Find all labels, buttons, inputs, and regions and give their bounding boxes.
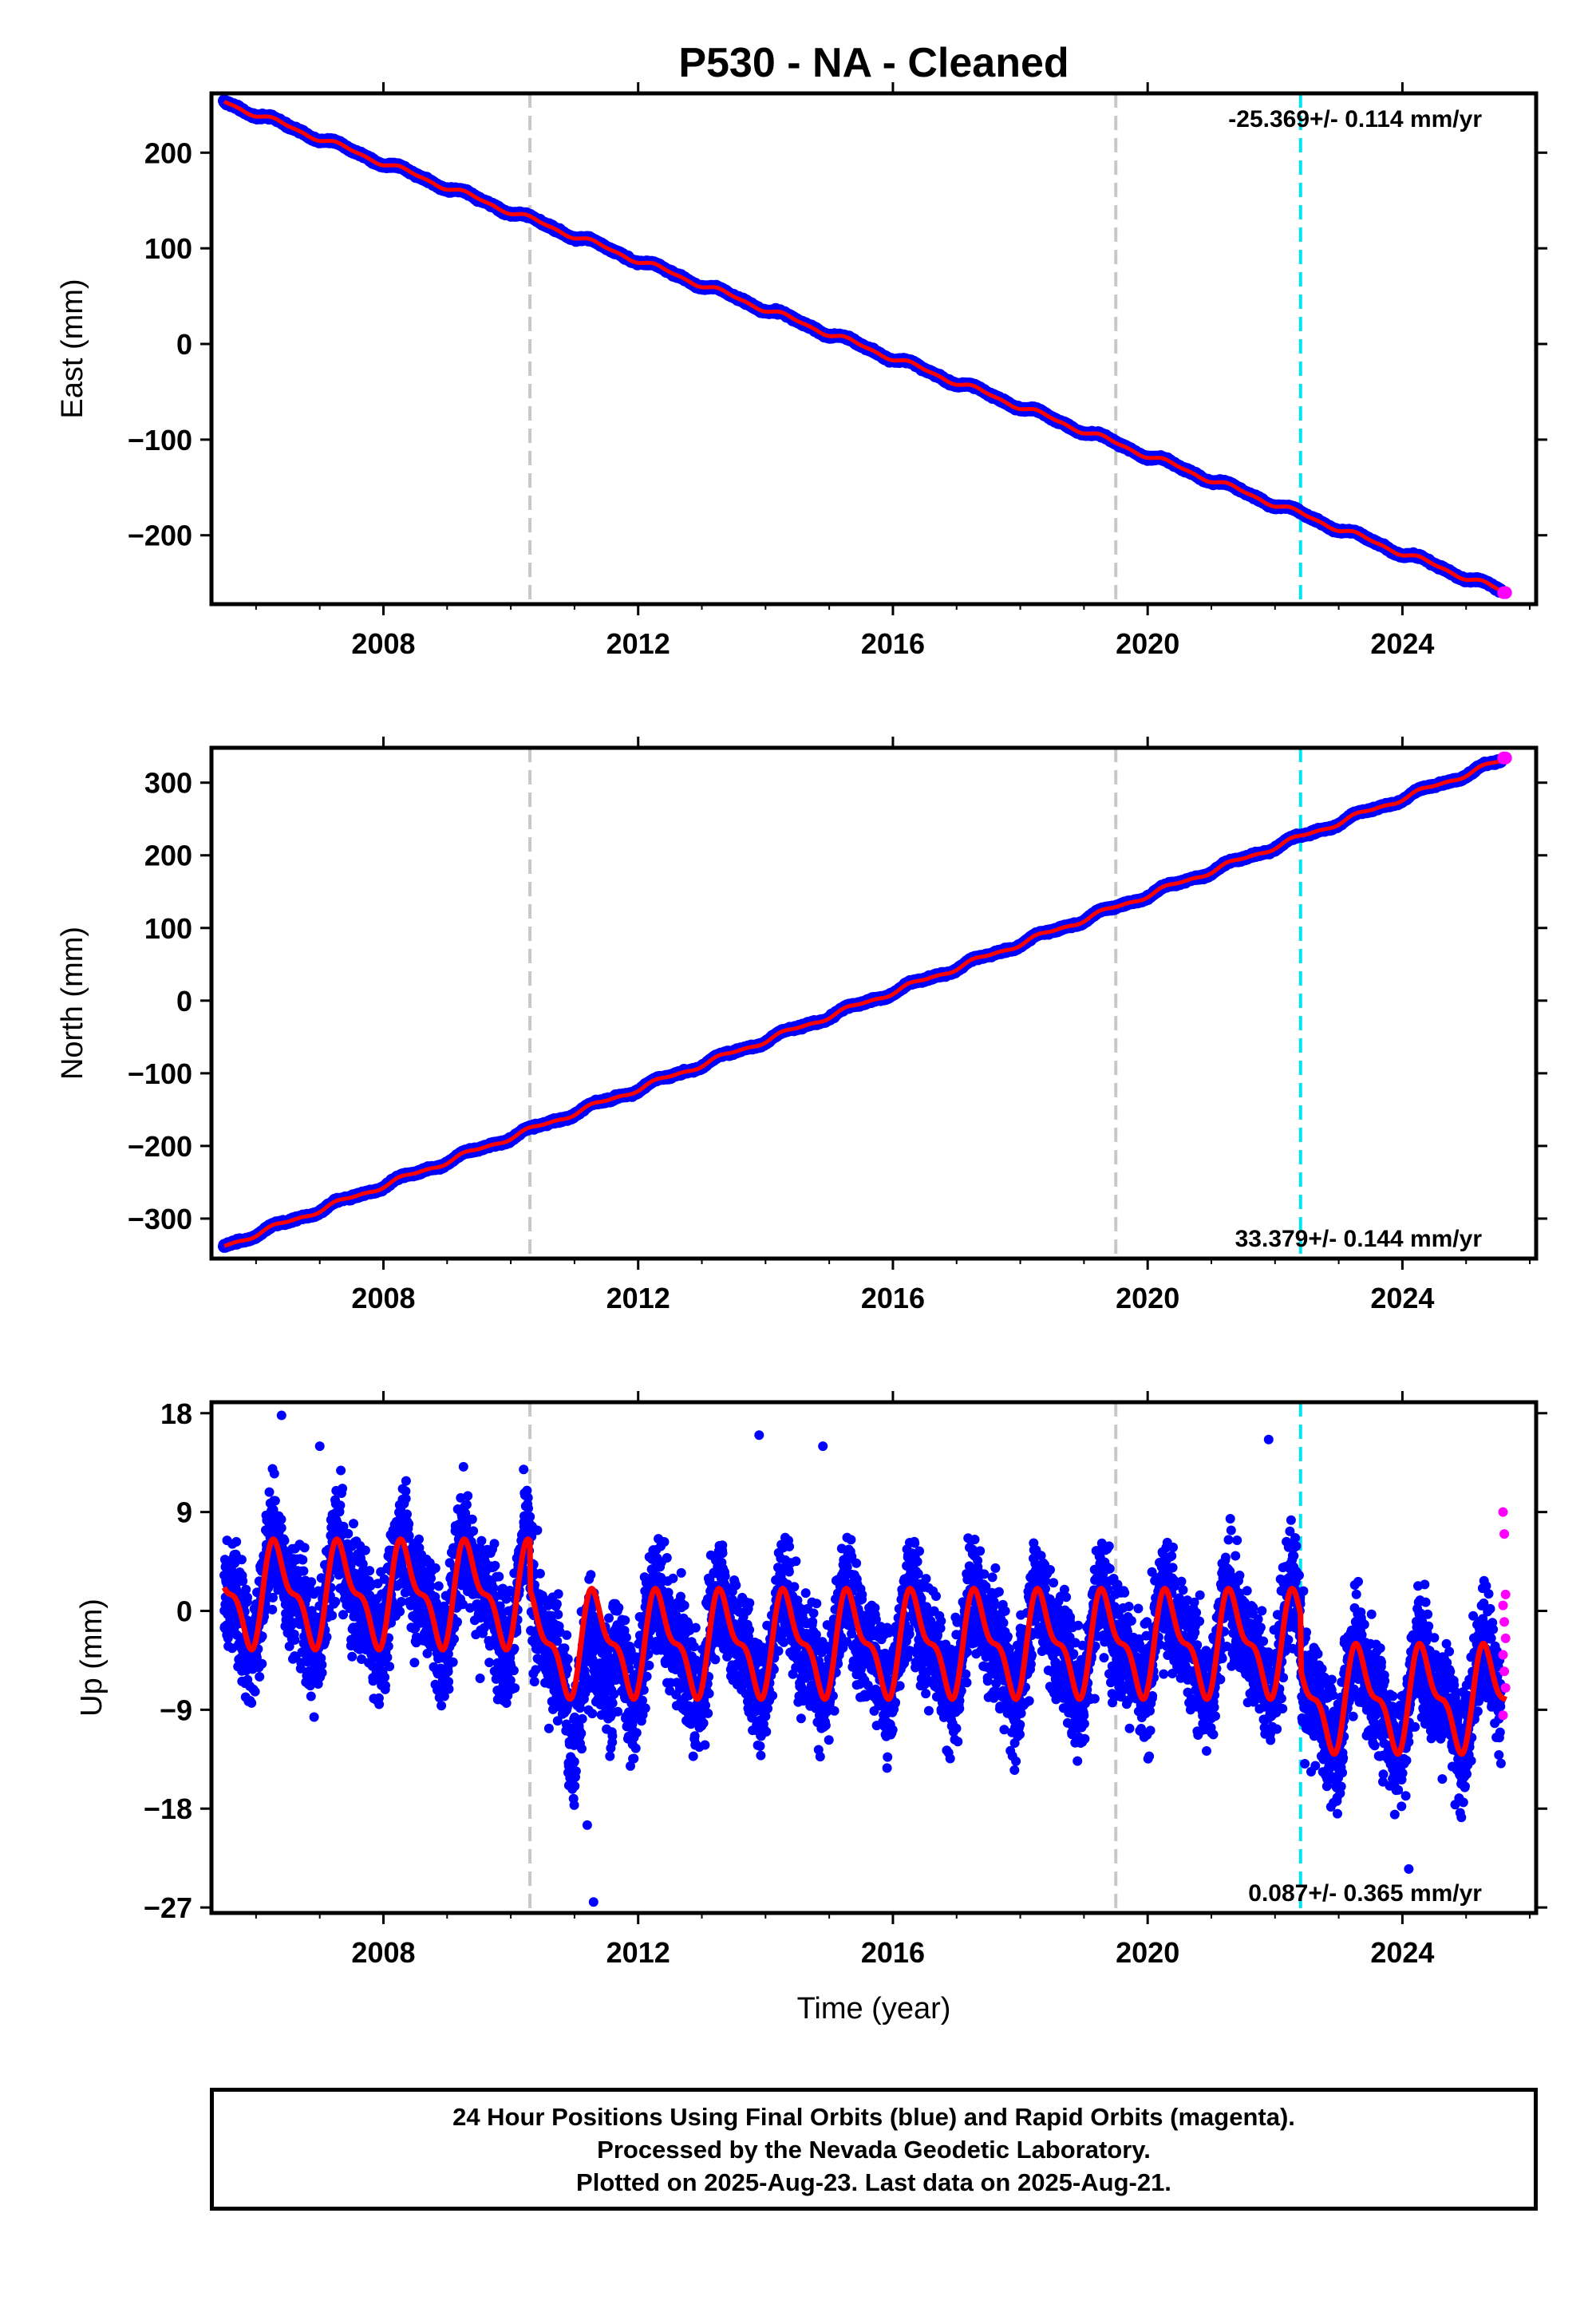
footer-line-1: 24 Hour Positions Using Final Orbits (bl… [452, 2102, 1295, 2131]
y-tick-label: 0 [176, 985, 192, 1018]
y-tick-label: 100 [144, 912, 192, 945]
y-tick-label: −18 [144, 1792, 192, 1825]
x-tick-label: 2020 [1116, 1282, 1179, 1314]
y-tick-label: −100 [128, 1057, 192, 1090]
x-tick-label: 2012 [606, 1936, 670, 1969]
y-tick-label: 0 [176, 328, 192, 361]
x-tick-label: 2024 [1370, 1282, 1434, 1314]
plot-frame [209, 745, 1539, 1261]
rapid-orbit-point [1499, 1529, 1510, 1539]
model-fit-line [223, 758, 1502, 1248]
x-tick-label: 2016 [861, 627, 925, 660]
rapid-orbit-point [1500, 1589, 1511, 1599]
y-tick-label: −300 [128, 1203, 192, 1235]
footer-box: 24 Hour Positions Using Final Orbits (bl… [210, 2088, 1538, 2211]
rapid-orbit-point [1500, 1633, 1511, 1643]
y-tick-label: 200 [144, 840, 192, 872]
x-tick-label: 2012 [606, 1282, 670, 1314]
x-tick-label: 2024 [1370, 627, 1434, 660]
x-tick-label: 2008 [351, 627, 415, 660]
y-tick-label: 18 [160, 1397, 192, 1430]
chart-panels: 2008 2012 2016 2020 2024 200 100 0 −100 −200 East … [56, 82, 1547, 2026]
rapid-orbit-point [1499, 1666, 1510, 1677]
data-layer [218, 94, 1512, 599]
rapid-orbit-point [1498, 1600, 1508, 1611]
rapid-orbit-point [1499, 751, 1512, 765]
x-tick-label: 2008 [351, 1282, 415, 1314]
y-axis-label: Up (mm) [75, 1599, 109, 1717]
x-axis-label: Time (year) [797, 1992, 951, 2026]
rapid-orbit-point [1499, 586, 1512, 599]
y-tick-label: −100 [128, 424, 192, 456]
y-axis-label: North (mm) [56, 927, 89, 1080]
y-tick-label: 9 [176, 1496, 192, 1529]
x-tick-label: 2020 [1116, 1936, 1179, 1969]
model-fit-line [221, 1535, 1508, 1757]
x-tick-label: 2016 [861, 1936, 925, 1969]
y-tick-label: −200 [128, 520, 192, 552]
x-tick-label: 2024 [1370, 1936, 1434, 1969]
y-tick-label: 300 [144, 767, 192, 800]
data-layer [219, 1410, 1511, 1907]
rate-label: 33.379+/- 0.144 mm/yr [1235, 1226, 1483, 1252]
x-tick-label: 2020 [1116, 627, 1179, 660]
rapid-orbit-point [1498, 1507, 1508, 1517]
rate-label: 0.087+/- 0.365 mm/yr [1248, 1880, 1482, 1907]
chart-panel-2: 2008 2012 2016 2020 2024 300 200 100 0 −100 −200 −3… [56, 737, 1547, 1314]
rapid-orbit-point [1500, 1682, 1511, 1693]
y-tick-label: 200 [144, 136, 192, 169]
chart-panel-3: 2008 2012 2016 2020 2024 18 9 0 −9 −18 −27 Up (mm) 0… [75, 1391, 1547, 2026]
chart-panel-1: 2008 2012 2016 2020 2024 200 100 0 −100 −200 East … [56, 82, 1547, 660]
y-tick-label: −9 [160, 1694, 192, 1726]
data-layer [218, 751, 1512, 1253]
x-tick-label: 2016 [861, 1282, 925, 1314]
y-tick-label: 100 [144, 232, 192, 265]
rate-label: -25.369+/- 0.114 mm/yr [1228, 106, 1482, 132]
footer-line-3: Plotted on 2025-Aug-23. Last data on 202… [576, 2168, 1171, 2196]
plot-frame [209, 91, 1539, 607]
x-tick-label: 2008 [351, 1936, 415, 1969]
y-axis-label: East (mm) [56, 279, 89, 418]
rapid-orbit-point [1499, 1617, 1510, 1627]
y-tick-label: −200 [128, 1130, 192, 1163]
rapid-orbit-point [1498, 1710, 1508, 1721]
rapid-orbit-point [1498, 1650, 1508, 1660]
x-tick-label: 2012 [606, 627, 670, 660]
plot-frame [209, 1400, 1539, 1915]
footer-line-2: Processed by the Nevada Geodetic Laborat… [597, 2135, 1151, 2164]
y-tick-label: 0 [176, 1595, 192, 1628]
model-fit-line [223, 100, 1503, 593]
figure-title: P530 - NA - Cleaned [678, 40, 1069, 86]
y-tick-label: −27 [144, 1891, 192, 1924]
final-orbit-points [219, 1410, 1506, 1907]
